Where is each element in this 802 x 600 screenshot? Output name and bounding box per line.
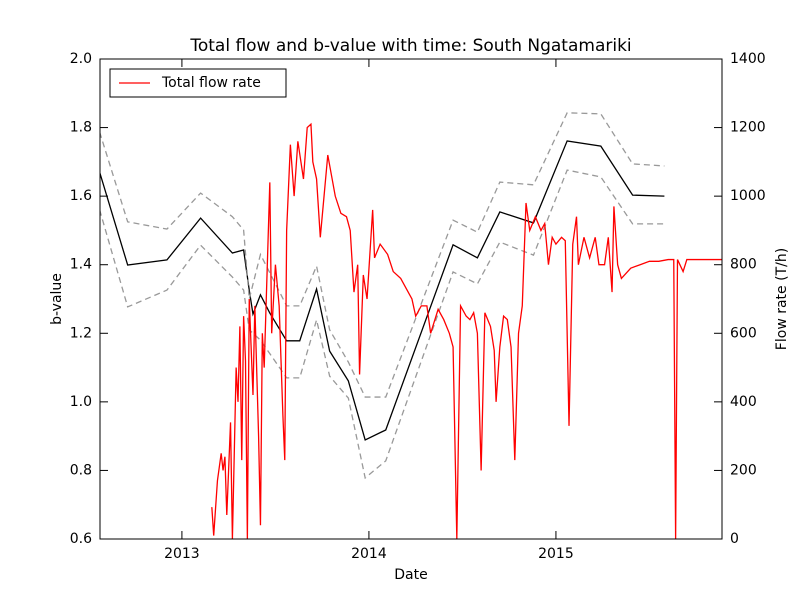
y-tick-label: 0.8 [70,462,92,478]
x-tick-label: 2014 [351,546,387,562]
y-axis-label: b-value [49,273,65,325]
plot-frame [99,58,723,540]
y-tick-label: 0.6 [70,531,92,547]
x-tick-label: 2015 [538,546,574,562]
y-tick-label: 1.2 [70,325,92,341]
y-tick-label: 1.8 [70,120,92,136]
legend-label: Total flow rate [161,75,261,91]
y-tick-label: 2.0 [70,51,92,67]
y-tick-label: 1.4 [70,257,92,273]
y2-tick-label: 1400 [730,51,766,67]
y2-tick-label: 400 [730,394,757,410]
y-tick-label: 1.0 [70,394,92,410]
series-line [211,122,722,539]
x-axis-label: Date [394,567,427,583]
plot-lines [100,112,722,539]
x-tick-label: 2013 [164,546,200,562]
y2-tick-label: 200 [730,462,757,478]
chart-title: Total flow and b-value with time: South … [189,36,631,56]
y-tick-label: 1.6 [70,188,92,204]
y2-tick-label: 1200 [730,120,766,136]
y2-tick-label: 600 [730,325,757,341]
y2-tick-label: 800 [730,257,757,273]
y2-axis-label: Flow rate (T/h) [774,248,790,350]
y2-tick-label: 1000 [730,188,766,204]
series-line [100,112,665,398]
y2-tick-label: 0 [730,531,739,547]
